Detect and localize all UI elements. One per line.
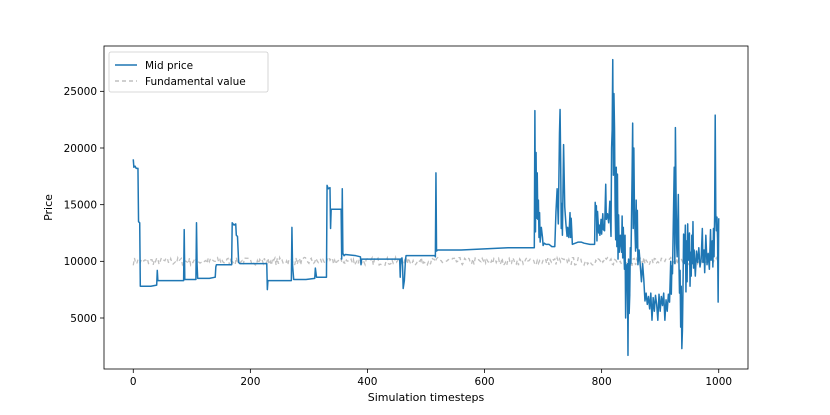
y-tick-label: 5000	[70, 313, 97, 325]
x-axis: 0 200 400 600 800 1000	[130, 369, 732, 388]
legend: Mid price Fundamental value	[108, 51, 269, 93]
x-axis-label: Simulation timesteps	[368, 391, 485, 404]
x-tick-label: 800	[592, 376, 612, 388]
x-tick-label: 200	[240, 376, 260, 388]
y-axis: 5000 10000 15000 20000 25000	[64, 86, 104, 325]
series-line-mid-price	[132, 58, 720, 357]
x-tick-label: 600	[475, 376, 495, 388]
y-axis-label: Price	[42, 194, 55, 221]
x-tick-label: 400	[357, 376, 377, 388]
x-tick-label: 0	[130, 376, 137, 388]
y-tick-label: 25000	[64, 86, 97, 98]
axes-frame	[103, 45, 749, 370]
series-line-fundamental-value	[132, 254, 720, 268]
legend-label-mid-price: Mid price	[145, 60, 193, 72]
legend-label-fundamental-value: Fundamental value	[145, 76, 246, 88]
y-tick-label: 20000	[64, 143, 97, 155]
y-tick-label: 10000	[64, 256, 97, 268]
legend-box	[108, 51, 269, 93]
plot-area	[132, 58, 720, 357]
x-tick-label: 1000	[705, 376, 732, 388]
y-tick-label: 15000	[64, 199, 97, 211]
